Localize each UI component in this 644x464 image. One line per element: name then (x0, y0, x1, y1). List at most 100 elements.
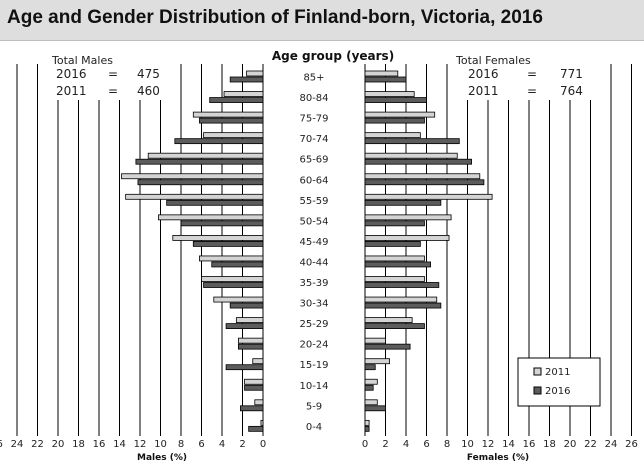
male-bar-2016 (135, 158, 264, 165)
x-tick-label-females: 18 (543, 439, 556, 450)
female-bar-2011 (364, 378, 378, 385)
male-bar-2016 (209, 97, 264, 103)
female-bar-2011 (364, 419, 370, 426)
age-group-label: 10-14 (299, 381, 328, 392)
legend: 2011 2016 (517, 357, 601, 407)
female-bar-2011 (364, 234, 450, 241)
age-group-label: 65-69 (299, 155, 328, 166)
male-bar-2011 (203, 132, 264, 139)
females-totals-label: Total Females (455, 54, 531, 67)
males-totals-label: Total Males (51, 54, 113, 67)
male-bar-2011 (246, 70, 264, 77)
x-tick-label-males: 0 (260, 439, 266, 450)
male-bar-2016 (211, 261, 264, 268)
male-bar-2016 (240, 405, 264, 412)
males-total-eq: = (108, 84, 118, 98)
female-bar-2016 (364, 302, 442, 309)
x-tick-label-females: 6 (423, 439, 429, 450)
male-bar-2011 (244, 378, 264, 385)
male-bar-2016 (225, 323, 264, 330)
females-totals: Total Females 2016 = 771 2011 = 764 (452, 52, 602, 100)
female-bar-2016 (364, 138, 460, 145)
males-total-value: 460 (137, 84, 160, 98)
male-bar-2016 (229, 76, 264, 83)
x-tick-label-females: 24 (605, 439, 618, 450)
female-bar-2016 (364, 425, 370, 432)
male-bar-2016 (244, 384, 264, 391)
legend-label-2011: 2011 (545, 367, 570, 378)
female-bar-2011 (364, 91, 415, 97)
x-tick-label-females: 10 (461, 439, 474, 450)
male-bar-2016 (166, 199, 264, 206)
male-bar-2011 (260, 419, 264, 426)
male-bar-2016 (174, 138, 264, 145)
legend-swatch-2011 (533, 367, 542, 376)
age-group-label: 20-24 (299, 340, 328, 351)
male-bar-2016 (229, 302, 264, 309)
female-bar-2016 (364, 261, 431, 268)
x-tick-label-females: 12 (482, 439, 495, 450)
age-group-label: 35-39 (299, 278, 328, 289)
female-bar-2011 (364, 173, 481, 180)
female-bar-2011 (364, 337, 386, 344)
female-bar-2011 (364, 214, 452, 221)
age-group-label: 25-29 (299, 319, 328, 330)
x-tick-label-males: 10 (154, 439, 167, 450)
males-total-year: 2016 (56, 67, 87, 81)
male-bar-2011 (201, 276, 264, 282)
female-bar-2016 (364, 282, 440, 288)
age-group-label: 15-19 (299, 360, 328, 371)
females-axis-label: Females (%) (467, 453, 529, 463)
males-total-eq: = (108, 67, 118, 81)
age-group-label: 85+ (303, 73, 324, 84)
female-bar-2016 (364, 76, 407, 83)
x-tick-label-females: 16 (523, 439, 536, 450)
female-bar-2016 (364, 179, 485, 186)
x-tick-label-males: 18 (72, 439, 85, 450)
females-total-year: 2011 (468, 84, 499, 98)
male-bar-2011 (192, 111, 264, 118)
male-bar-2016 (203, 282, 264, 288)
male-bar-2011 (147, 152, 264, 159)
x-tick-label-males: 12 (134, 439, 147, 450)
x-tick-label-females: 2 (382, 439, 388, 450)
age-group-label: 60-64 (299, 175, 328, 186)
female-bar-2016 (364, 158, 472, 165)
x-tick-label-males: 6 (198, 439, 204, 450)
male-bar-2016 (237, 343, 264, 350)
age-group-label: 75-79 (299, 114, 328, 125)
male-bar-2016 (192, 240, 264, 247)
female-bar-2016 (364, 323, 425, 330)
age-group-label: 80-84 (299, 93, 328, 104)
female-bar-2016 (364, 240, 421, 247)
male-bar-2016 (180, 220, 264, 227)
legend-label-2016: 2016 (545, 386, 570, 397)
title-bar: Age and Gender Distribution of Finland-b… (0, 0, 644, 41)
female-bar-2016 (364, 220, 425, 227)
x-tick-label-females: 14 (502, 439, 515, 450)
male-bar-2016 (137, 179, 264, 186)
x-tick-label-males: 8 (178, 439, 184, 450)
x-tick-label-males: 2 (239, 439, 245, 450)
males-total-value: 475 (137, 67, 160, 81)
legend-swatch-2016 (533, 386, 542, 395)
x-tick-label-males: 24 (11, 439, 24, 450)
male-bar-2011 (235, 317, 264, 324)
female-bar-2011 (364, 152, 458, 159)
female-bar-2011 (364, 111, 436, 118)
male-bar-2011 (121, 173, 264, 180)
center-axis-label: Age group (years) (272, 49, 394, 63)
male-bar-2016 (199, 117, 264, 124)
female-bar-2011 (364, 255, 425, 262)
x-tick-label-males: 26 (0, 439, 3, 450)
labels: 2626242422222020181816161414121210108866… (0, 73, 638, 451)
male-bar-2011 (254, 399, 264, 406)
male-bar-2011 (158, 214, 264, 221)
females-total-eq: = (527, 67, 537, 81)
female-bar-2016 (364, 405, 386, 412)
female-bar-2016 (364, 384, 374, 391)
males-axis-label: Males (%) (137, 453, 187, 463)
legend-box (517, 357, 601, 407)
female-bar-2011 (364, 296, 438, 303)
